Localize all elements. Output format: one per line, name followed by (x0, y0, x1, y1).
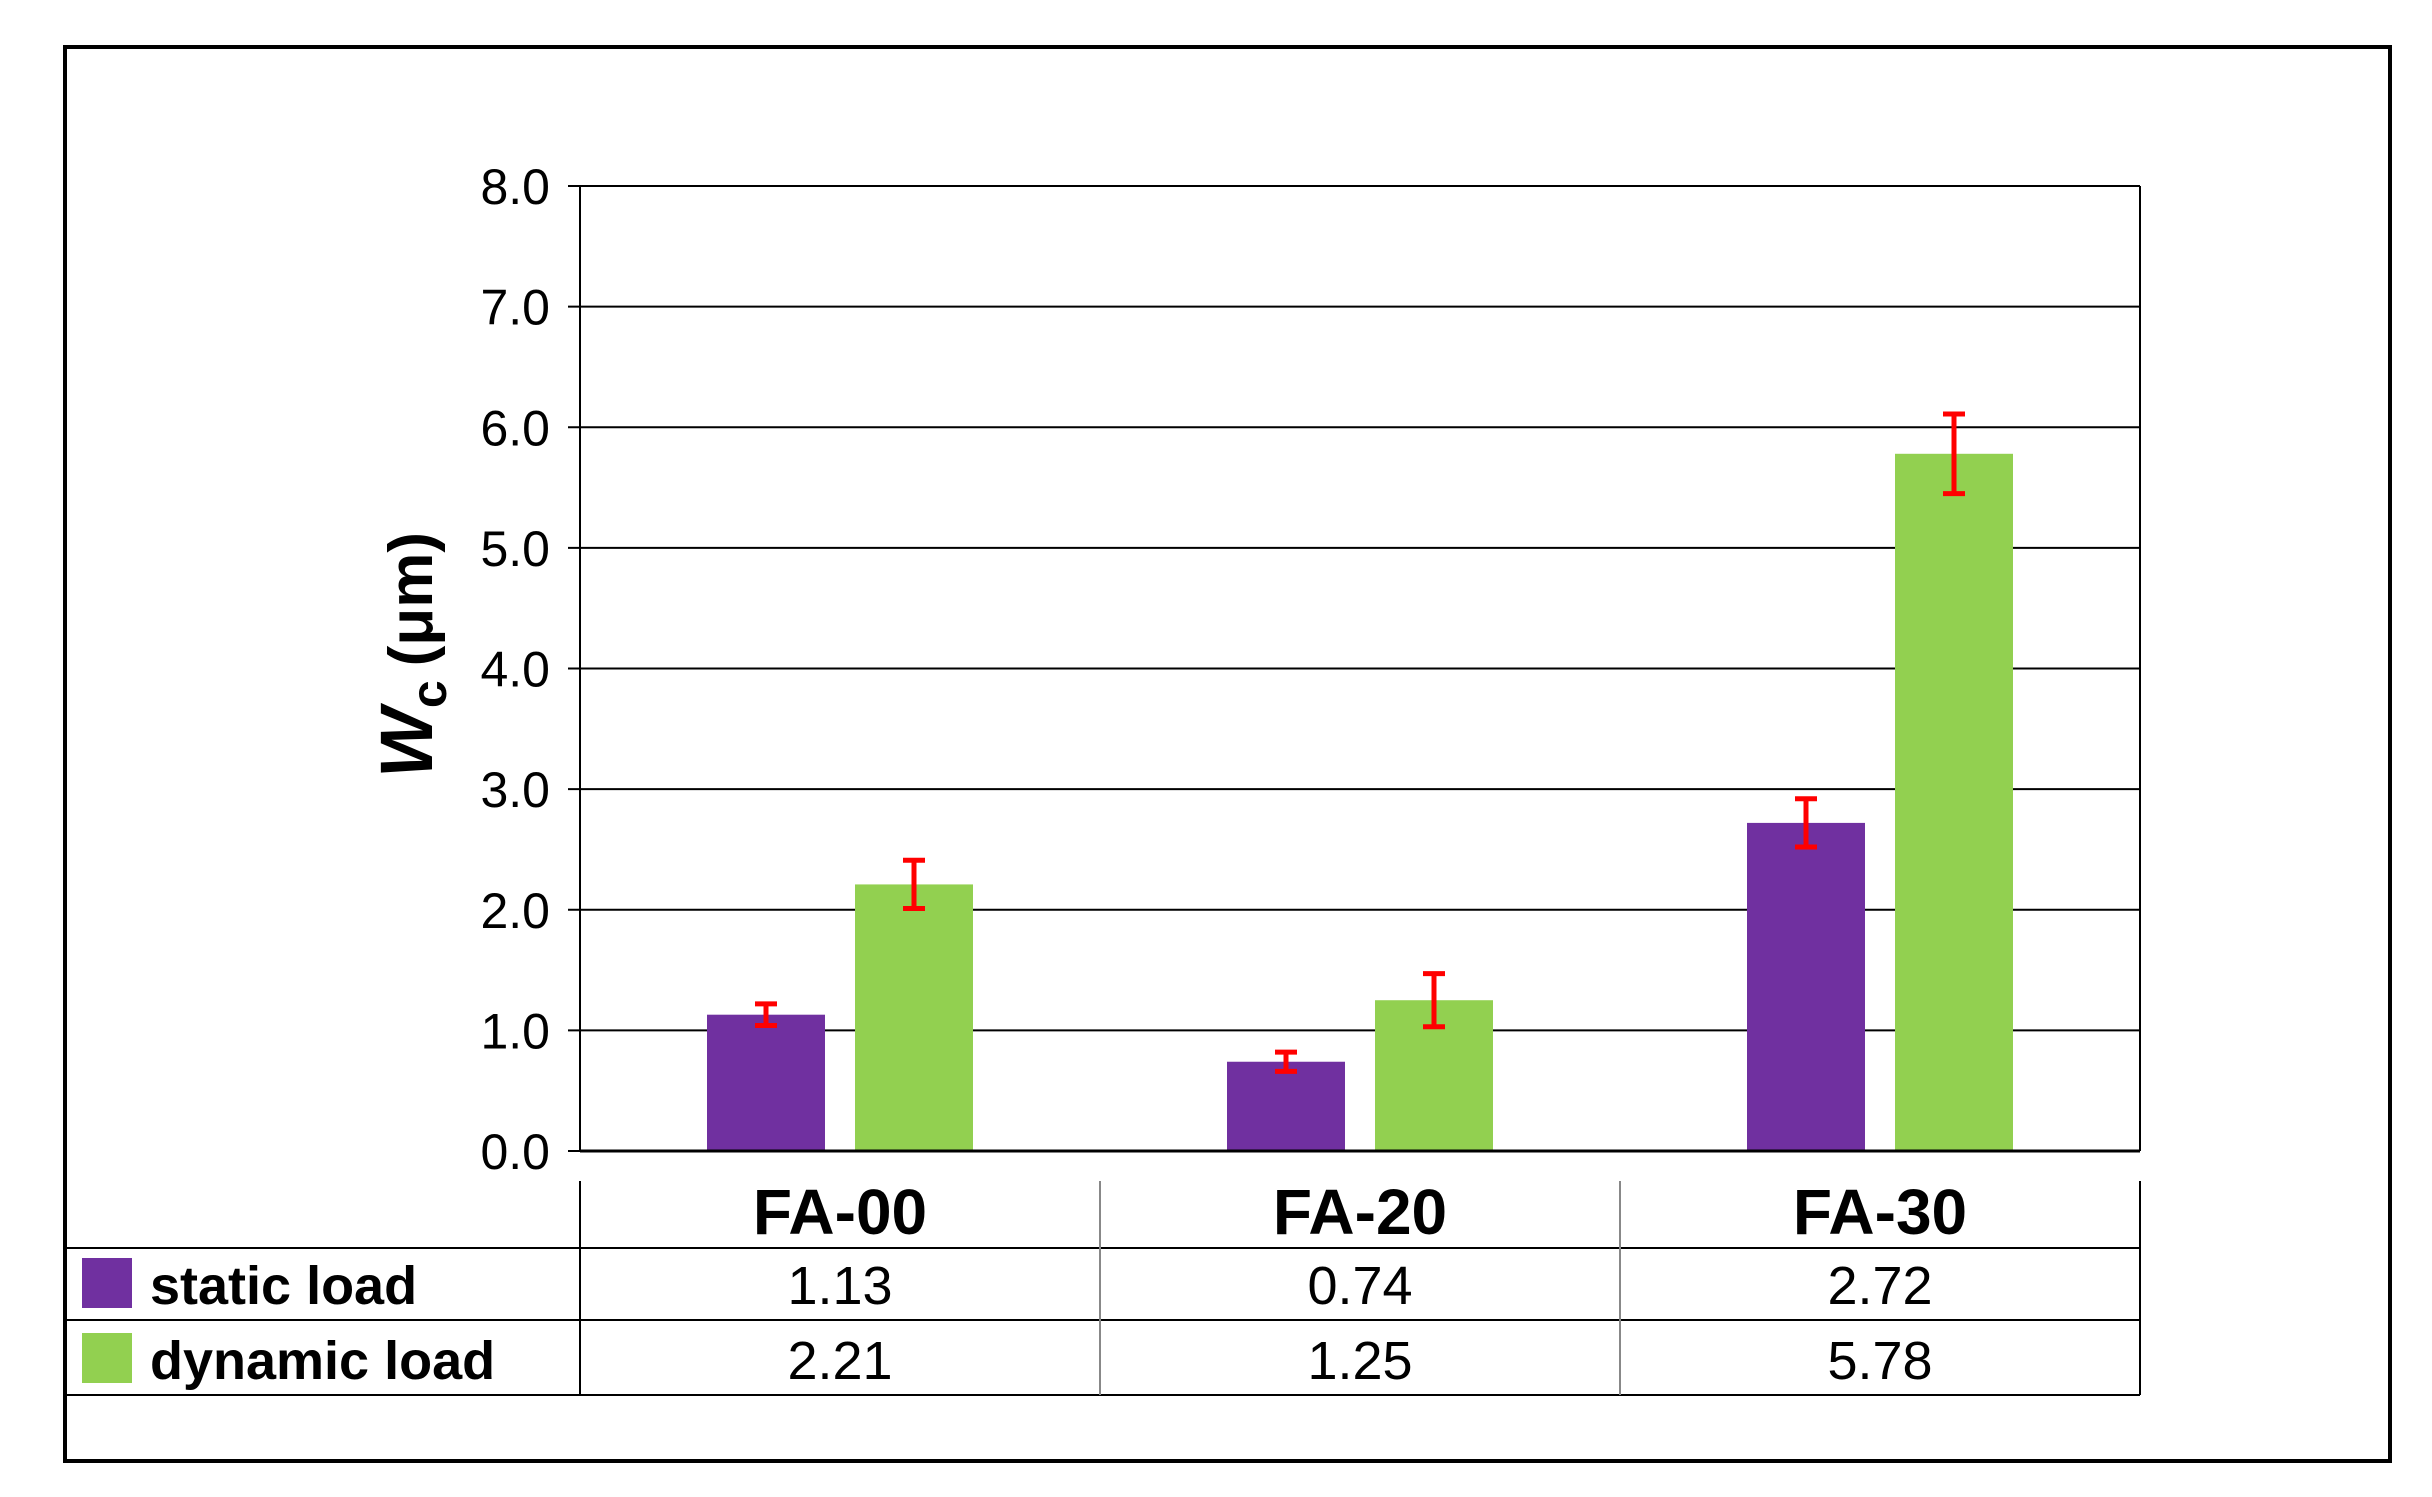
ytick-label-2: 2.0 (480, 883, 550, 939)
table-cell-dynamic-load-FA-00: 2.21 (787, 1331, 892, 1391)
table-cell-dynamic-load-FA-30: 5.78 (1827, 1331, 1932, 1391)
y-axis-label-symbol: W (365, 702, 448, 778)
error-bar-static-load-FA-30 (1795, 796, 1817, 850)
ytick-label-4: 4.0 (480, 642, 550, 698)
table-cell-static-load-FA-00: 1.13 (787, 1256, 892, 1316)
legend-swatch-dynamic-load (82, 1333, 132, 1383)
ytick-label-3: 3.0 (480, 762, 550, 818)
table-cell-static-load-FA-30: 2.72 (1827, 1256, 1932, 1316)
error-bar-dynamic-load-FA-00 (903, 857, 925, 912)
axes (579, 186, 2141, 1153)
ytick-label-8: 8.0 (480, 159, 550, 215)
bars (707, 453, 2013, 1152)
bar-static-load-FA-00 (707, 1014, 825, 1151)
bar-static-load-FA-20 (1227, 1061, 1345, 1151)
legend-label-static-load: static load (150, 1256, 417, 1316)
y-axis-label: Wc (μm) (365, 532, 457, 778)
y-axis-label-unit: (μm) (377, 532, 446, 666)
ytick-label-1: 1.0 (480, 1003, 550, 1059)
error-bar-dynamic-load-FA-20 (1423, 971, 1445, 1030)
error-bars (755, 411, 1965, 1074)
ytick-label-5: 5.0 (480, 521, 550, 577)
y-axis-label-subscript: c (401, 680, 457, 708)
table-cell-dynamic-load-FA-20: 1.25 (1307, 1331, 1412, 1391)
ytick-label-7: 7.0 (480, 280, 550, 336)
bar-dynamic-load-FA-30 (1895, 453, 2013, 1152)
data-table: FA-00 FA-20 FA-30 static load 1.13 0.74 2.72 dy… (63, 1176, 2141, 1396)
table-cell-static-load-FA-20: 0.74 (1307, 1256, 1412, 1316)
bar-static-load-FA-30 (1747, 822, 1865, 1151)
category-label-FA-30: FA-30 (1793, 1176, 1967, 1248)
gridlines (580, 185, 2140, 1032)
category-label-FA-00: FA-00 (753, 1176, 927, 1248)
ytick-label-0: 0.0 (480, 1124, 550, 1180)
bar-dynamic-load-FA-00 (855, 884, 973, 1151)
error-bar-static-load-FA-00 (755, 1001, 777, 1029)
ytick-label-6: 6.0 (480, 400, 550, 456)
legend-swatch-static-load (82, 1258, 132, 1308)
error-bar-static-load-FA-20 (1275, 1049, 1297, 1074)
category-label-FA-20: FA-20 (1273, 1176, 1447, 1248)
legend-label-dynamic-load: dynamic load (150, 1331, 495, 1391)
error-bar-dynamic-load-FA-30 (1943, 411, 1965, 497)
y-axis-ticks: 0.0 1.0 2.0 3.0 4.0 5.0 6.0 7.0 8.0 (480, 159, 580, 1180)
